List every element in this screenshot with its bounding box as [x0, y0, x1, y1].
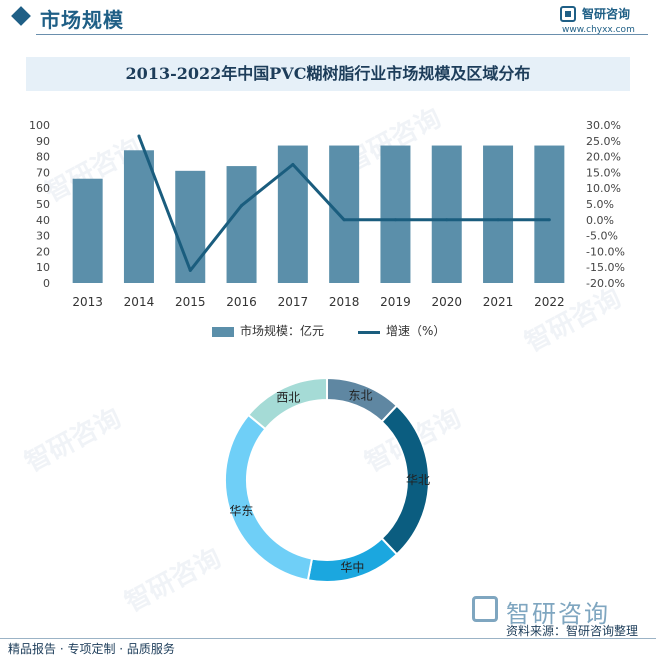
y-right-tick-label: 10.0%	[586, 182, 621, 195]
y-left-tick-label: 70	[36, 166, 50, 179]
y-left-tick-label: 20	[36, 245, 50, 258]
y-right-tick-label: -15.0%	[586, 261, 625, 274]
slice-label: 西北	[276, 391, 300, 405]
y-left-tick-label: 0	[43, 277, 50, 290]
chart-title-band: 2013-2022年中国PVC糊树脂行业市场规模及区域分布	[26, 57, 630, 91]
y-right-tick-label: -10.0%	[586, 245, 625, 258]
x-tick-label: 2013	[72, 295, 103, 309]
x-tick-label: 2016	[226, 295, 257, 309]
y-right-tick-label: 30.0%	[586, 119, 621, 132]
chart-legend: 市场规模：亿元 增速（%）	[0, 322, 656, 342]
donut-slice	[246, 376, 328, 431]
bar	[72, 178, 103, 283]
bar	[226, 166, 257, 283]
section-title: 市场规模	[40, 8, 124, 32]
y-left-tick-label: 90	[36, 135, 50, 148]
y-left-tick-label: 10	[36, 261, 50, 274]
footer-logo-icon	[472, 596, 498, 622]
y-left-tick-label: 30	[36, 230, 50, 243]
footer-logo: 智研咨询	[472, 594, 642, 628]
line-point	[547, 218, 551, 222]
x-tick-label: 2014	[124, 295, 155, 309]
bar-line-chart: 0 10 20 30 40 50 60 70 80 90 100 -20.0% -15.0% -10.0%…	[29, 119, 625, 309]
x-tick-label: 2017	[278, 295, 309, 309]
y-right-tick-label: 20.0%	[586, 151, 621, 164]
legend-bar-label: 市场规模：亿元	[240, 324, 325, 338]
legend-bar-swatch	[212, 327, 234, 337]
footer-divider	[0, 638, 656, 639]
line-point	[496, 218, 500, 222]
y-right-tick-label: -20.0%	[586, 277, 625, 290]
x-tick-label: 2018	[329, 295, 360, 309]
slice-label: 华东	[229, 504, 253, 518]
slice-label: 华中	[340, 559, 364, 574]
y-left-tick-label: 100	[29, 119, 50, 132]
line-point	[137, 134, 141, 138]
bar	[380, 145, 411, 283]
line-point	[188, 268, 192, 272]
slice-label: 华北	[406, 473, 430, 487]
header: 市场规模 智研咨询 www.chyxx.com	[0, 0, 656, 38]
line-point	[291, 163, 295, 166]
diamond-icon	[11, 6, 31, 26]
donut-slice	[224, 413, 314, 582]
x-tick-label: 2019	[380, 295, 411, 309]
line-point	[240, 204, 244, 208]
y-left-tick-label: 40	[36, 214, 50, 227]
x-tick-label: 2015	[175, 295, 206, 309]
bar	[483, 145, 514, 283]
footer-brand-name: 智研咨询	[506, 600, 610, 628]
header-divider	[36, 34, 648, 35]
bar	[123, 150, 154, 283]
slice-label: 东北	[348, 388, 372, 402]
chart-title: 2013-2022年中国PVC糊树脂行业市场规模及区域分布	[125, 64, 531, 83]
legend-line-swatch	[358, 331, 380, 334]
legend-line-label: 增速（%）	[386, 324, 446, 338]
line-point	[445, 218, 449, 222]
footer-slogan: 精品报告 · 专项定制 · 品质服务	[8, 642, 175, 656]
data-source: 资料来源：智研咨询整理	[506, 624, 639, 638]
y-right-tick-label: 5.0%	[586, 198, 614, 211]
brand-logo-icon	[560, 6, 576, 22]
y-left-tick-label: 80	[36, 151, 50, 164]
y-right-tick-label: 0.0%	[586, 214, 614, 227]
x-tick-label: 2022	[534, 295, 565, 309]
line-point	[342, 218, 346, 222]
brand-name: 智研咨询	[582, 7, 631, 21]
bar	[175, 170, 206, 283]
x-tick-label: 2020	[431, 295, 462, 309]
y-right-tick-label: -5.0%	[586, 230, 618, 243]
bar	[431, 145, 462, 283]
y-right-tick-label: 15.0%	[586, 166, 621, 179]
y-left-tick-label: 50	[36, 198, 50, 211]
y-right-tick-label: 25.0%	[586, 135, 621, 148]
bar	[329, 145, 360, 283]
line-point	[393, 218, 397, 222]
y-left-tick-label: 60	[36, 182, 50, 195]
bar	[534, 145, 565, 283]
bar	[277, 145, 308, 283]
x-tick-label: 2021	[483, 295, 514, 309]
brand-logo: 智研咨询 www.chyxx.com	[560, 5, 650, 35]
brand-url: www.chyxx.com	[562, 25, 635, 35]
